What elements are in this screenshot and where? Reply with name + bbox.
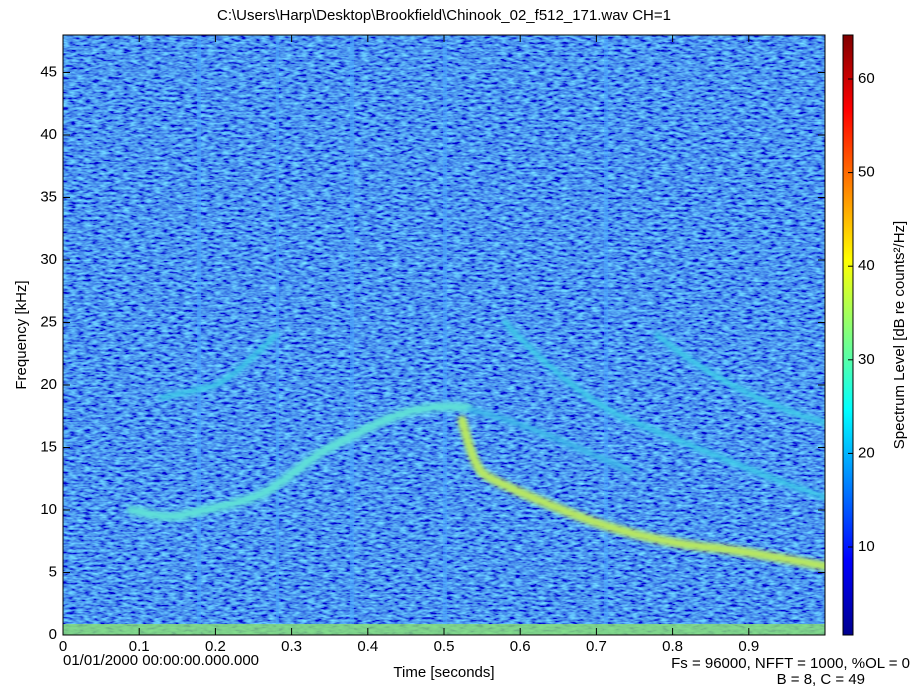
colorbar-label: Spectrum Level [dB re counts²/Hz] bbox=[891, 221, 908, 449]
y-tick-label: 0 bbox=[49, 626, 57, 643]
x-tick-label: 0.4 bbox=[357, 638, 378, 655]
y-tick-label: 45 bbox=[40, 63, 57, 80]
chart-title: C:\Users\Harp\Desktop\Brookfield\Chinook… bbox=[217, 7, 671, 24]
x-tick-label: 0 bbox=[59, 638, 67, 655]
y-tick-label: 40 bbox=[40, 126, 57, 143]
x-tick-label: 0.5 bbox=[434, 638, 455, 655]
x-tick-label: 0.6 bbox=[510, 638, 531, 655]
timestamp: 01/01/2000 00:00:00.000.000 bbox=[63, 652, 259, 669]
y-tick-label: 25 bbox=[40, 313, 57, 330]
x-tick-label: 0.3 bbox=[281, 638, 302, 655]
y-tick-label: 10 bbox=[40, 501, 57, 518]
y-tick-label: 15 bbox=[40, 438, 57, 455]
y-tick-label: 35 bbox=[40, 188, 57, 205]
spectrogram-image bbox=[63, 35, 825, 635]
params-annotation: Fs = 96000, NFFT = 1000, %OL = 0 bbox=[671, 655, 910, 672]
y-axis-label: Frequency [kHz] bbox=[13, 280, 30, 389]
params-annotation: B = 8, C = 49 bbox=[777, 671, 865, 688]
colorbar-tick-label: 20 bbox=[858, 444, 875, 461]
x-tick-label: 0.7 bbox=[586, 638, 607, 655]
y-tick-label: 5 bbox=[49, 563, 57, 580]
x-tick-label: 0.8 bbox=[662, 638, 683, 655]
x-tick-label: 0.9 bbox=[738, 638, 759, 655]
x-axis-label: Time [seconds] bbox=[393, 664, 494, 681]
colorbar bbox=[842, 34, 854, 636]
colorbar-tick-label: 50 bbox=[858, 164, 875, 181]
colorbar-tick-label: 60 bbox=[858, 70, 875, 87]
x-tick-label: 0.2 bbox=[205, 638, 226, 655]
x-tick-label: 0.1 bbox=[129, 638, 150, 655]
y-tick-label: 20 bbox=[40, 376, 57, 393]
colorbar-tick-label: 30 bbox=[858, 351, 875, 368]
colorbar-tick-label: 10 bbox=[858, 538, 875, 555]
colorbar-tick-label: 40 bbox=[858, 257, 875, 274]
y-tick-label: 30 bbox=[40, 251, 57, 268]
